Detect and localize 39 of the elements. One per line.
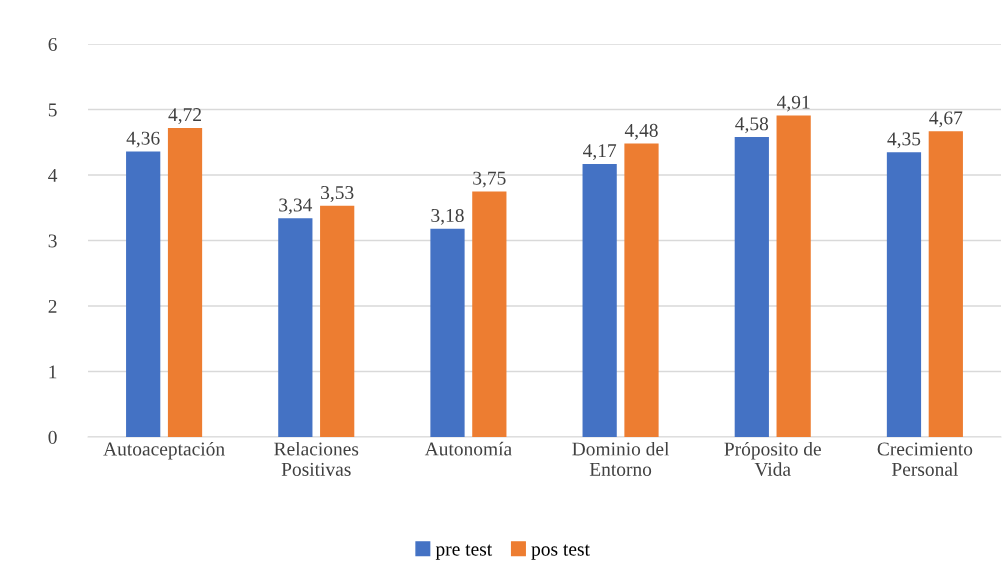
bar	[126, 151, 161, 438]
bar	[167, 127, 203, 438]
data-label: 3,18	[431, 208, 464, 225]
data-label: 4,48	[624, 123, 658, 140]
bar	[928, 131, 963, 438]
data-label: 4,72	[168, 108, 201, 124]
x-tick-label: Dominio del Entorno	[572, 441, 670, 476]
y-tick-label: 5	[48, 103, 57, 117]
y-tick-label: 3	[48, 234, 57, 248]
y-tick-label: 4	[48, 169, 58, 182]
bar	[278, 218, 313, 438]
data-label: 4,67	[929, 111, 963, 128]
y-tick-label: 2	[48, 299, 57, 313]
data-label: 4,36	[126, 131, 160, 148]
y-tick-label: 0	[48, 430, 57, 444]
bar	[776, 115, 811, 438]
x-tick-label: Crecimiento Personal	[877, 442, 973, 476]
bar	[886, 152, 922, 438]
bar	[734, 137, 769, 438]
bar	[320, 205, 355, 438]
data-label: 3,75	[473, 171, 506, 188]
x-tick-label: Autonomía	[424, 441, 512, 456]
y-tick-label: 6	[48, 37, 57, 52]
bar	[430, 228, 465, 438]
data-label: 4,58	[735, 117, 769, 134]
y-tick-label: 1	[49, 365, 57, 379]
legend-label: pre test	[435, 544, 493, 560]
legend-label: pos test	[531, 544, 590, 560]
x-tick-label: Relaciones Positivas	[274, 441, 359, 476]
data-label: 3,34	[279, 198, 313, 215]
bar	[472, 191, 507, 438]
data-label: 4,91	[777, 95, 810, 112]
x-tick-label: Próposito de Vida	[724, 441, 821, 477]
bar	[582, 163, 617, 438]
data-label: 4,17	[583, 144, 617, 160]
data-label: 4,35	[887, 132, 921, 149]
bar	[624, 143, 659, 438]
x-tick-label: Autoaceptación	[103, 441, 225, 460]
data-label: 3,53	[321, 186, 354, 202]
